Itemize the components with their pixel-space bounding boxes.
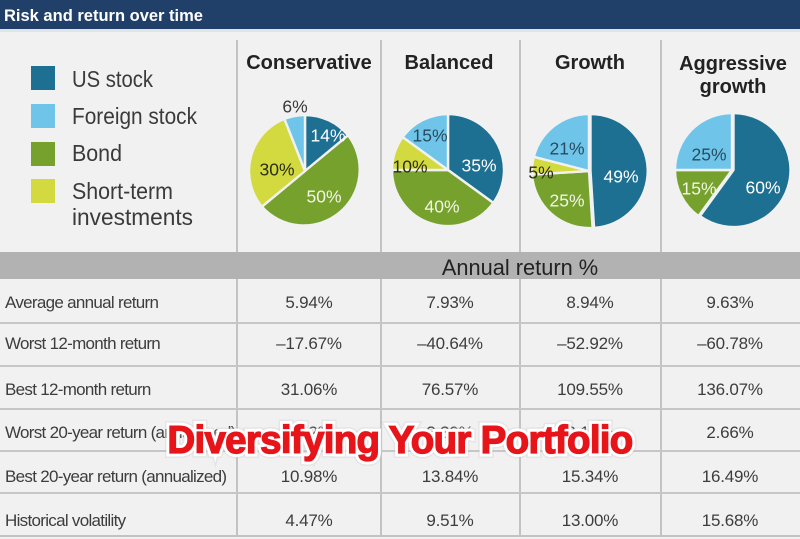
svg-text:15%: 15% bbox=[681, 179, 716, 199]
svg-text:49%: 49% bbox=[603, 167, 638, 187]
svg-text:14%: 14% bbox=[310, 126, 345, 146]
svg-text:Conservative: Conservative bbox=[246, 52, 372, 74]
svg-text:15%: 15% bbox=[412, 126, 447, 146]
svg-text:21%: 21% bbox=[549, 139, 584, 159]
svg-text:30%: 30% bbox=[259, 160, 294, 180]
svg-text:Diversifying Your Portfolio: Diversifying Your Portfolio bbox=[167, 419, 632, 462]
svg-text:60%: 60% bbox=[745, 178, 780, 198]
svg-text:Diversifying Your Portfolio: Diversifying Your Portfolio bbox=[167, 419, 632, 462]
svg-text:Short-term: Short-term bbox=[72, 178, 173, 204]
svg-text:Growth: Growth bbox=[555, 52, 625, 74]
svg-text:25%: 25% bbox=[691, 145, 726, 165]
svg-text:Foreign stock: Foreign stock bbox=[72, 103, 197, 129]
svg-text:5%: 5% bbox=[528, 163, 553, 183]
svg-text:US stock: US stock bbox=[72, 66, 153, 92]
svg-text:Aggressive: Aggressive bbox=[679, 53, 787, 75]
svg-text:Bond: Bond bbox=[72, 140, 122, 166]
svg-text:Balanced: Balanced bbox=[405, 52, 494, 74]
svg-text:10%: 10% bbox=[392, 157, 427, 177]
svg-text:6%: 6% bbox=[282, 97, 307, 117]
svg-text:investments: investments bbox=[72, 204, 193, 230]
svg-text:25%: 25% bbox=[549, 191, 584, 211]
svg-text:35%: 35% bbox=[461, 156, 496, 176]
svg-text:50%: 50% bbox=[306, 187, 341, 207]
svg-text:growth: growth bbox=[700, 76, 767, 98]
svg-text:Diversifying Your Portfolio: Diversifying Your Portfolio bbox=[167, 419, 632, 462]
svg-text:40%: 40% bbox=[424, 197, 459, 217]
